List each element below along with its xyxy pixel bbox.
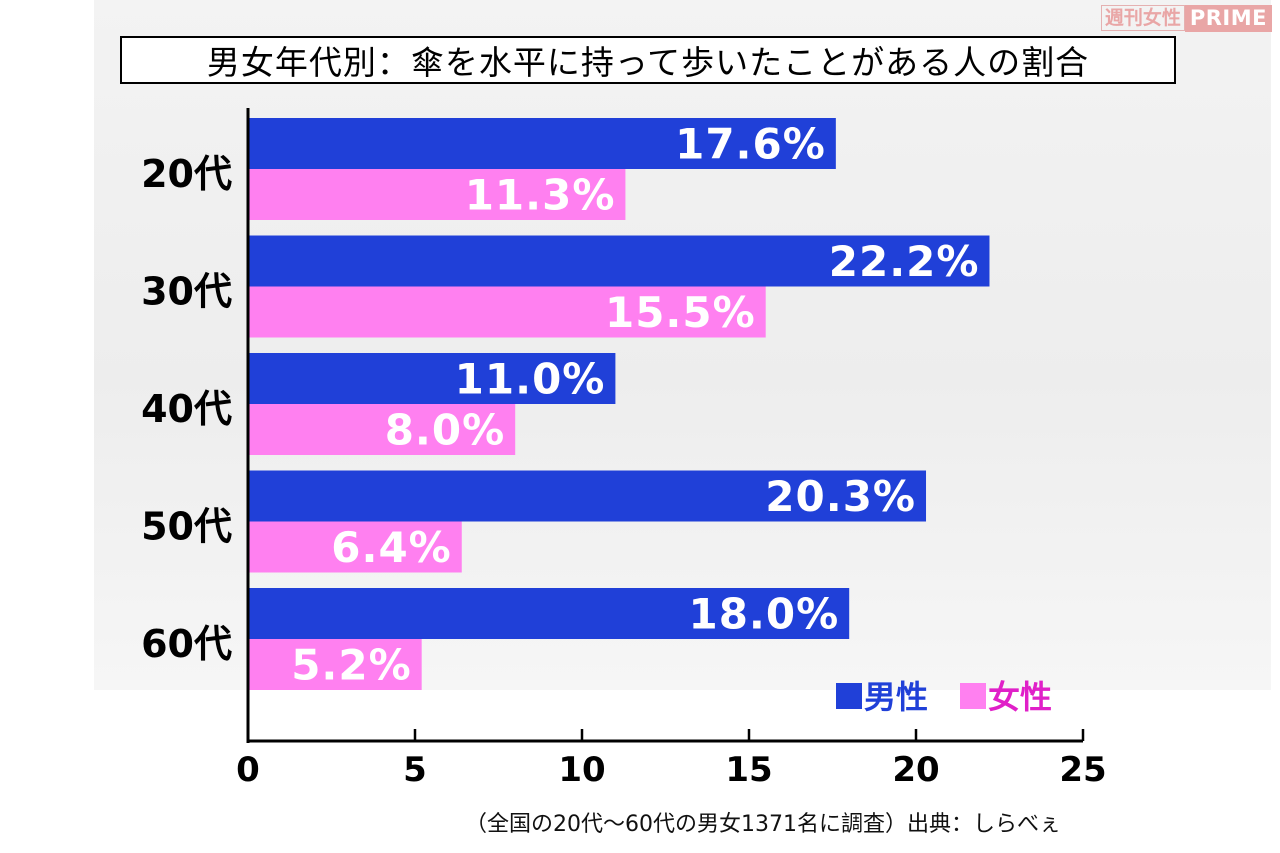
bar-male: [248, 118, 836, 169]
bar-value-label: 5.2%: [291, 641, 411, 690]
bar-value-label: 20.3%: [765, 472, 916, 521]
x-tick-label: 25: [1059, 750, 1106, 790]
bar-male: [248, 235, 990, 287]
bar-value-label: 18.0%: [688, 590, 839, 639]
bar-female: [248, 286, 766, 338]
bar-male: [248, 588, 850, 639]
x-tick-label: 15: [725, 750, 772, 790]
bar-value-label: 11.0%: [455, 355, 606, 404]
legend-label: 女性: [988, 678, 1052, 716]
watermark-brand-en: PRIME: [1184, 4, 1272, 32]
watermark-brand-jp: 週刊女性: [1100, 5, 1185, 31]
bar-value-label: 22.2%: [829, 237, 980, 286]
bar-value-label: 6.4%: [331, 523, 451, 572]
x-tick-label: 5: [403, 750, 427, 790]
bar-value-label: 11.3%: [465, 171, 616, 220]
chart-background-lower: [94, 690, 1271, 853]
legend-label: 男性: [864, 678, 928, 716]
bar-female: [248, 639, 422, 690]
category-label: 30代: [141, 270, 232, 314]
legend-swatch: [960, 683, 986, 709]
category-label: 40代: [141, 387, 232, 431]
bar-female: [248, 169, 626, 220]
chart-background: [94, 0, 1271, 690]
bar-value-label: 15.5%: [605, 288, 756, 337]
bar-female: [248, 404, 516, 455]
bar-value-label: 17.6%: [675, 120, 826, 169]
category-label: 20代: [141, 152, 232, 196]
bar-female: [248, 521, 462, 573]
chart-title: 男女年代別：傘を水平に持って歩いたことがある人の割合: [120, 36, 1176, 84]
bar-value-label: 8.0%: [385, 406, 505, 455]
bar-male: [248, 353, 616, 404]
source-note: （全国の20代〜60代の男女1371名に調査）出典：しらべぇ: [465, 812, 1061, 837]
x-tick-label: 20: [892, 750, 939, 790]
legend-swatch: [836, 683, 862, 709]
category-label: 60代: [141, 622, 232, 666]
watermark-logo: 週刊女性 PRIME: [1100, 4, 1272, 32]
bar-male: [248, 470, 927, 522]
x-tick-label: 0: [236, 750, 260, 790]
category-label: 50代: [141, 505, 232, 549]
x-tick-label: 10: [558, 750, 605, 790]
